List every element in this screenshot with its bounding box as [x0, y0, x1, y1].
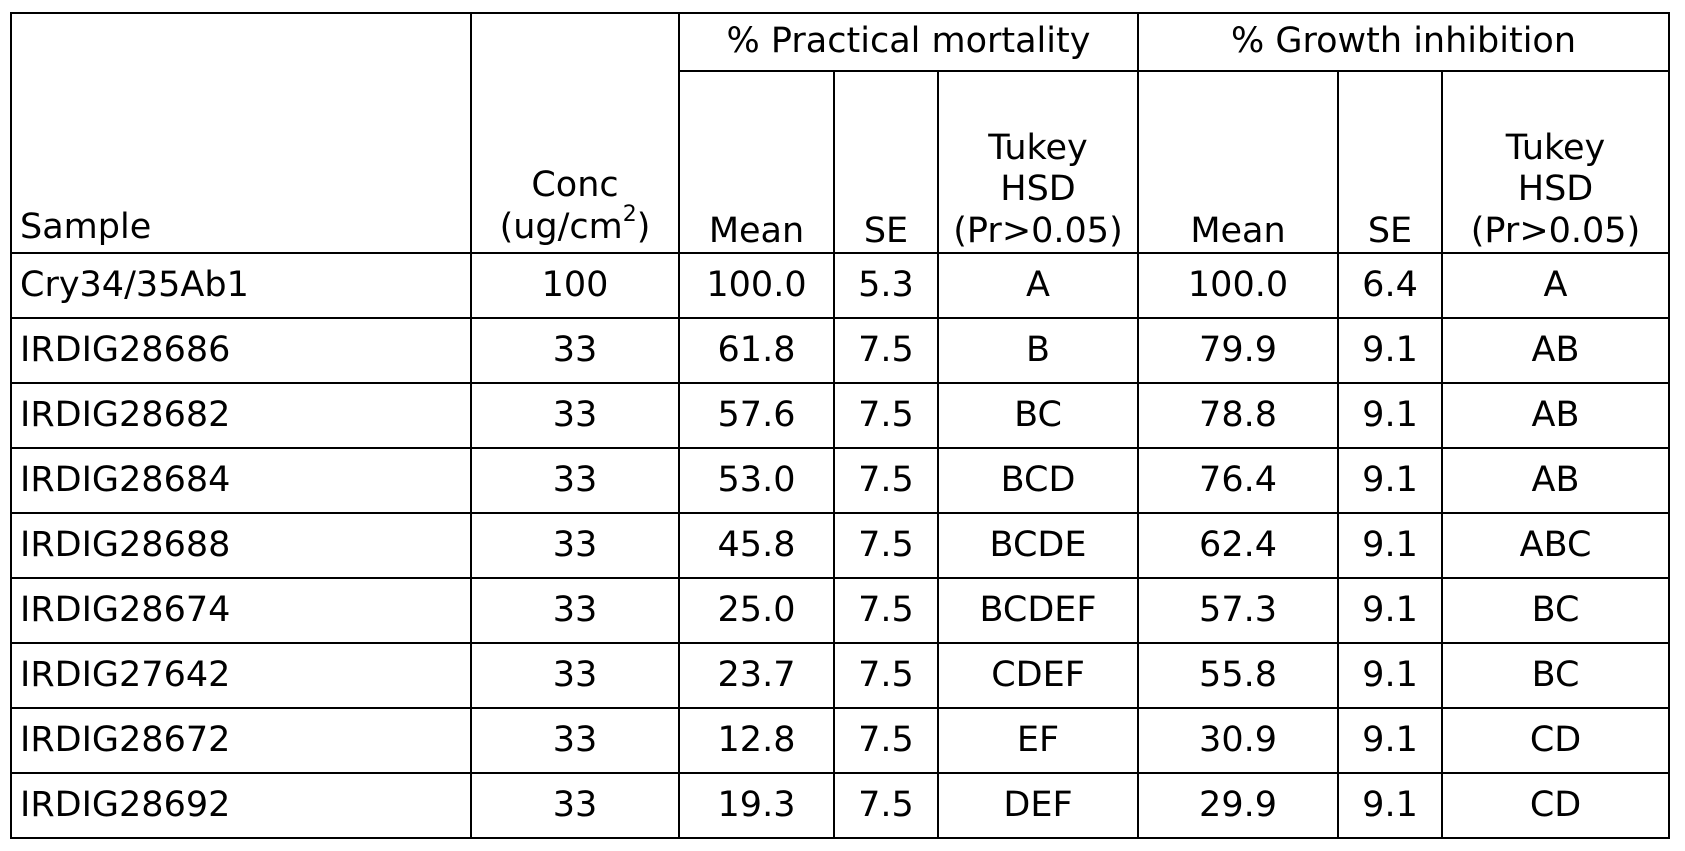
cell-gi-se: 9.1: [1337, 772, 1444, 839]
header-conc: Conc (ug/cm2): [470, 12, 680, 254]
cell-gi-se: 9.1: [1337, 447, 1444, 514]
cell-pm-tukey: BCDE: [936, 512, 1140, 579]
header-gi-se: SE: [1337, 70, 1444, 254]
cell-pm-mean: 53.0: [678, 447, 835, 514]
table-row: IRDIG28672 33 12.8 7.5 EF 30.9 9.1 CD: [10, 707, 1671, 774]
cell-pm-mean: 57.6: [678, 382, 835, 449]
cell-sample: IRDIG28674: [10, 577, 472, 644]
cell-gi-mean: 62.4: [1137, 512, 1340, 579]
cell-gi-tukey: AB: [1441, 447, 1671, 514]
cell-gi-mean: 79.9: [1137, 317, 1340, 384]
cell-sample: IRDIG28686: [10, 317, 472, 384]
cell-pm-se: 7.5: [833, 642, 939, 709]
cell-gi-tukey: AB: [1441, 317, 1671, 384]
cell-gi-mean: 100.0: [1137, 252, 1340, 319]
cell-conc: 33: [470, 317, 680, 384]
header-group-mortality: % Practical mortality: [677, 12, 1140, 72]
header-conc-line2: (ug/cm2): [499, 202, 651, 247]
cell-pm-se: 7.5: [833, 512, 939, 579]
table-row: IRDIG27642 33 23.7 7.5 CDEF 55.8 9.1 BC: [10, 642, 1671, 709]
table-body: Cry34/35Ab1 100 100.0 5.3 A 100.0 6.4 A IRDIG286…: [10, 252, 1671, 839]
cell-conc: 33: [470, 447, 680, 514]
cell-pm-tukey: BC: [936, 382, 1140, 449]
cell-gi-se: 9.1: [1337, 642, 1444, 709]
cell-pm-tukey: DEF: [936, 772, 1140, 839]
table-row: Cry34/35Ab1 100 100.0 5.3 A 100.0 6.4 A: [10, 252, 1671, 319]
cell-pm-tukey: CDEF: [936, 642, 1140, 709]
cell-sample: IRDIG28692: [10, 772, 472, 839]
header-gi-tukey: Tukey HSD (Pr>0.05): [1441, 70, 1671, 254]
cell-pm-se: 7.5: [833, 447, 939, 514]
cell-pm-mean: 100.0: [678, 252, 835, 319]
table-row: IRDIG28686 33 61.8 7.5 B 79.9 9.1 AB: [10, 317, 1671, 384]
cell-conc: 33: [470, 772, 680, 839]
cell-gi-mean: 30.9: [1137, 707, 1340, 774]
table-row: IRDIG28692 33 19.3 7.5 DEF 29.9 9.1 CD: [10, 772, 1671, 839]
cell-gi-mean: 29.9: [1137, 772, 1340, 839]
sub-header-row: Mean SE Tukey HSD (Pr>0.05) Mean SE Tuke…: [11, 70, 1671, 254]
cell-pm-mean: 25.0: [678, 577, 835, 644]
cell-conc: 33: [470, 707, 680, 774]
group-header-row: Sample Conc (ug/cm2) % Practical mortali…: [10, 12, 1671, 254]
cell-pm-mean: 45.8: [678, 512, 835, 579]
cell-conc: 100: [470, 252, 680, 319]
cell-conc: 33: [470, 512, 680, 579]
header-pm-mean: Mean: [678, 70, 835, 254]
cell-pm-tukey: B: [936, 317, 1140, 384]
cell-sample: IRDIG28672: [10, 707, 472, 774]
cell-pm-se: 5.3: [833, 252, 939, 319]
header-gi-mean: Mean: [1137, 70, 1340, 254]
cell-conc: 33: [470, 577, 680, 644]
cell-sample: IRDIG28688: [10, 512, 472, 579]
cell-gi-tukey: A: [1441, 252, 1671, 319]
table-row: IRDIG28688 33 45.8 7.5 BCDE 62.4 9.1 ABC: [10, 512, 1671, 579]
cell-pm-se: 7.5: [833, 707, 939, 774]
cell-gi-se: 9.1: [1337, 382, 1444, 449]
cell-gi-se: 9.1: [1337, 577, 1444, 644]
header-conc-line1: Conc: [531, 165, 619, 206]
cell-pm-se: 7.5: [833, 772, 939, 839]
cell-sample: IRDIG28682: [10, 382, 472, 449]
cell-conc: 33: [470, 382, 680, 449]
cell-gi-mean: 76.4: [1137, 447, 1340, 514]
cell-gi-mean: 57.3: [1137, 577, 1340, 644]
cell-gi-se: 9.1: [1337, 512, 1444, 579]
cell-gi-tukey: CD: [1441, 772, 1671, 839]
header-pm-tukey: Tukey HSD (Pr>0.05): [936, 70, 1140, 254]
cell-sample: IRDIG27642: [10, 642, 472, 709]
cell-gi-tukey: ABC: [1441, 512, 1671, 579]
cell-pm-se: 7.5: [833, 382, 939, 449]
cell-gi-se: 6.4: [1337, 252, 1444, 319]
header-sample: Sample: [10, 12, 472, 254]
cell-gi-tukey: AB: [1441, 382, 1671, 449]
cell-pm-tukey: EF: [936, 707, 1140, 774]
results-table: Sample Conc (ug/cm2) % Practical mortali…: [10, 12, 1671, 839]
table-row: IRDIG28674 33 25.0 7.5 BCDEF 57.3 9.1 BC: [10, 577, 1671, 644]
cell-gi-se: 9.1: [1337, 317, 1444, 384]
cell-sample: Cry34/35Ab1: [10, 252, 472, 319]
cell-conc: 33: [470, 642, 680, 709]
header-group-growth: % Growth inhibition: [1137, 12, 1671, 72]
cell-pm-mean: 23.7: [678, 642, 835, 709]
cell-pm-se: 7.5: [833, 317, 939, 384]
cell-gi-se: 9.1: [1337, 707, 1444, 774]
cell-gi-tukey: CD: [1441, 707, 1671, 774]
cell-pm-mean: 19.3: [678, 772, 835, 839]
table-row: IRDIG28684 33 53.0 7.5 BCD 76.4 9.1 AB: [10, 447, 1671, 514]
cell-pm-tukey: BCDEF: [936, 577, 1140, 644]
cell-gi-tukey: BC: [1441, 577, 1671, 644]
cell-pm-mean: 12.8: [678, 707, 835, 774]
header-pm-se: SE: [833, 70, 939, 254]
table-row: IRDIG28682 33 57.6 7.5 BC 78.8 9.1 AB: [10, 382, 1671, 449]
cell-gi-tukey: BC: [1441, 642, 1671, 709]
cell-pm-se: 7.5: [833, 577, 939, 644]
cell-gi-mean: 78.8: [1137, 382, 1340, 449]
cell-pm-tukey: BCD: [936, 447, 1140, 514]
cell-pm-tukey: A: [936, 252, 1140, 319]
cell-pm-mean: 61.8: [678, 317, 835, 384]
cell-gi-mean: 55.8: [1137, 642, 1340, 709]
cell-sample: IRDIG28684: [10, 447, 472, 514]
